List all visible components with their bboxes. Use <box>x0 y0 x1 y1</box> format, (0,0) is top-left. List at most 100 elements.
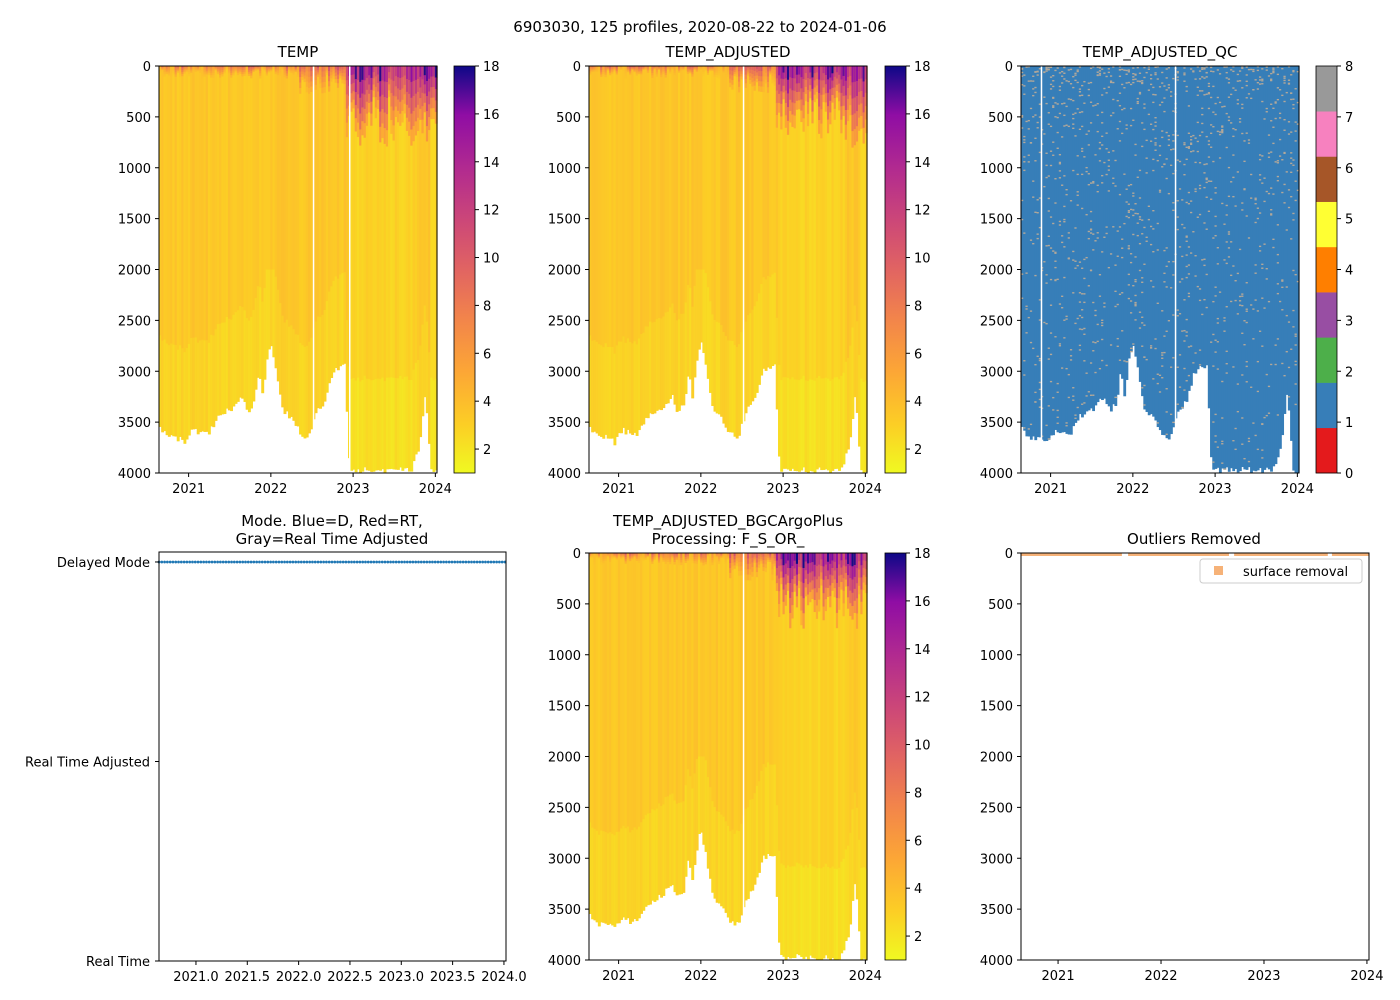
deep-layer <box>760 283 764 376</box>
qc-flag-mark <box>1072 86 1075 89</box>
qc-flag-mark <box>1027 161 1031 163</box>
surface-layer <box>419 66 423 78</box>
surface-layer <box>434 100 438 113</box>
surface-layer <box>597 67 601 69</box>
deep-layer <box>731 829 735 922</box>
qc-flag-mark <box>1116 99 1120 102</box>
mode-point <box>450 560 454 564</box>
profile-column <box>813 553 817 959</box>
qc-flag-mark <box>1214 413 1218 416</box>
mode-point <box>205 560 208 564</box>
qc-flag-mark <box>1045 70 1049 72</box>
qc-flag-mark <box>1045 66 1049 68</box>
surface-layer <box>354 105 358 119</box>
qc-flag-mark <box>1232 195 1236 198</box>
surface-layer <box>602 70 606 73</box>
surface-layer <box>635 73 639 76</box>
surface-layer <box>858 553 861 562</box>
qc-flag-mark <box>1227 231 1231 233</box>
qc-flag-mark <box>1270 79 1273 82</box>
surface-layer <box>720 67 724 70</box>
colorbar-tick-label: 14 <box>483 156 500 171</box>
qc-flag-mark <box>1185 201 1189 204</box>
profile-column <box>760 66 764 376</box>
surface-layer <box>629 67 632 70</box>
profile-column <box>762 66 766 369</box>
deep-layer <box>809 864 812 956</box>
mode-point <box>411 560 415 564</box>
mode-point <box>232 560 236 564</box>
profile-column <box>620 553 623 920</box>
surface-layer <box>179 70 182 73</box>
qc-flag-mark <box>1092 301 1095 304</box>
deep-layer <box>301 345 305 437</box>
qc-flag-mark <box>1149 123 1153 125</box>
surface-layer <box>864 92 868 107</box>
surface-layer <box>633 555 637 557</box>
mode-point <box>400 560 404 564</box>
qc-flag-mark <box>1187 374 1191 377</box>
deep-layer <box>773 272 777 365</box>
qc-flag-mark <box>1232 135 1236 138</box>
surface-layer <box>709 557 712 561</box>
y-tick-label: 4000 <box>548 954 581 969</box>
surface-layer <box>717 73 721 76</box>
surface-layer <box>294 70 298 72</box>
surface-layer <box>622 554 626 556</box>
mode-point <box>500 560 504 564</box>
qc-flag-mark <box>1109 80 1113 82</box>
surface-layer <box>758 66 761 72</box>
surface-layer <box>285 73 289 77</box>
surface-layer <box>722 69 726 72</box>
surface-layer <box>853 129 857 146</box>
qc-category-swatch <box>1316 292 1337 338</box>
mode-point <box>470 560 473 564</box>
surface-layer <box>356 122 360 138</box>
y-tick-label: 1000 <box>118 162 151 177</box>
surface-layer <box>250 75 254 79</box>
qc-column <box>1098 66 1102 399</box>
deep-layer <box>813 866 817 959</box>
profile-column <box>399 66 403 468</box>
x-tick-label: 2021.5 <box>225 970 271 985</box>
qc-column <box>1083 66 1087 415</box>
mode-point <box>366 560 370 564</box>
qc-flag-mark <box>1230 241 1233 243</box>
surface-layer <box>762 553 766 557</box>
surface-layer <box>695 68 699 70</box>
qc-flag-mark <box>1258 83 1262 85</box>
surface-layer <box>855 598 859 614</box>
surface-layer <box>247 66 251 69</box>
surface-layer <box>163 70 167 73</box>
deep-layer <box>230 319 233 412</box>
data-gap <box>1040 66 1043 473</box>
qc-flag-mark <box>1076 406 1080 409</box>
qc-column <box>1234 66 1238 469</box>
y-tick-label: 2000 <box>548 264 581 279</box>
surface-layer <box>733 71 737 75</box>
qc-column <box>1067 66 1071 435</box>
surface-layer <box>174 72 178 75</box>
qc-flag-mark <box>1190 139 1193 141</box>
qc-flag-mark <box>1165 68 1169 70</box>
profile-column <box>604 553 608 924</box>
qc-flag-mark <box>1129 261 1133 264</box>
surface-layer <box>764 564 768 569</box>
surface-layer <box>170 66 173 69</box>
surface-layer <box>287 70 291 72</box>
profile-column <box>261 66 265 394</box>
surface-layer <box>611 71 615 74</box>
surface-layer <box>751 74 755 79</box>
qc-flag-mark <box>1063 125 1067 127</box>
surface-layer <box>822 66 826 74</box>
profile-column <box>225 66 229 409</box>
mode-point <box>475 560 479 564</box>
mode-point <box>461 560 465 564</box>
surface-layer <box>595 555 599 557</box>
profile-column <box>773 553 777 856</box>
deep-layer <box>336 278 340 371</box>
qc-column <box>1158 66 1162 431</box>
profile-column <box>844 553 848 941</box>
surface-layer <box>693 66 697 68</box>
qc-flag-mark <box>1207 210 1211 213</box>
